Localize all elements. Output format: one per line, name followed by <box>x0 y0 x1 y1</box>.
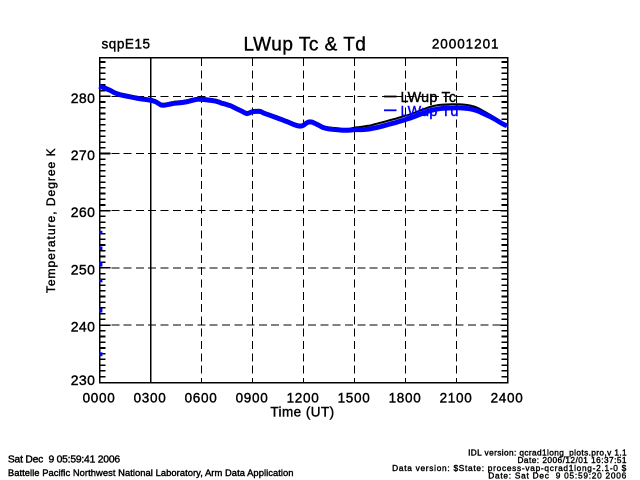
svg-text:Date: Sat Dec 9 05:59:20 2006: Date: Sat Dec 9 05:59:20 2006 <box>488 471 627 480</box>
svg-text:Data version: $State: process-: Data version: $State: process-vap-qcrad1… <box>392 463 627 473</box>
svg-text:Time (UT): Time (UT) <box>270 404 334 419</box>
svg-text:0900: 0900 <box>236 390 269 405</box>
svg-text:1800: 1800 <box>389 390 422 405</box>
svg-text:280: 280 <box>71 90 96 106</box>
svg-text:Temperature, Degree K: Temperature, Degree K <box>44 147 58 293</box>
svg-text:1500: 1500 <box>338 390 371 405</box>
svg-text:Battelle Pacific Northwest Nat: Battelle Pacific Northwest National Labo… <box>8 467 294 478</box>
svg-text:LWup Tc & Td: LWup Tc & Td <box>244 35 367 56</box>
svg-text:LWup Tc: LWup Tc <box>401 90 457 106</box>
svg-text:260: 260 <box>71 204 96 220</box>
svg-text:250: 250 <box>71 261 96 277</box>
svg-text:2400: 2400 <box>491 390 524 405</box>
svg-text:20001201: 20001201 <box>432 37 500 52</box>
svg-text:1200: 1200 <box>287 390 320 405</box>
svg-text:0600: 0600 <box>185 390 218 405</box>
svg-text:0000: 0000 <box>83 390 116 405</box>
svg-text:230: 230 <box>71 372 96 388</box>
svg-text:Sat Dec 9 05:59:41 2006: Sat Dec 9 05:59:41 2006 <box>8 454 120 465</box>
svg-text:270: 270 <box>71 147 96 163</box>
svg-text:2100: 2100 <box>440 390 473 405</box>
svg-text:0300: 0300 <box>134 390 167 405</box>
svg-text:Date: 2006/12/01 16:37:51: Date: 2006/12/01 16:37:51 <box>517 455 627 465</box>
svg-text:240: 240 <box>71 319 96 335</box>
svg-text:IDL version: qcrad1long_plots.: IDL version: qcrad1long_plots.pro,v 1.1 <box>468 448 627 458</box>
svg-text:LWup Td: LWup Td <box>401 104 459 120</box>
svg-text:sqpE15: sqpE15 <box>102 37 151 52</box>
